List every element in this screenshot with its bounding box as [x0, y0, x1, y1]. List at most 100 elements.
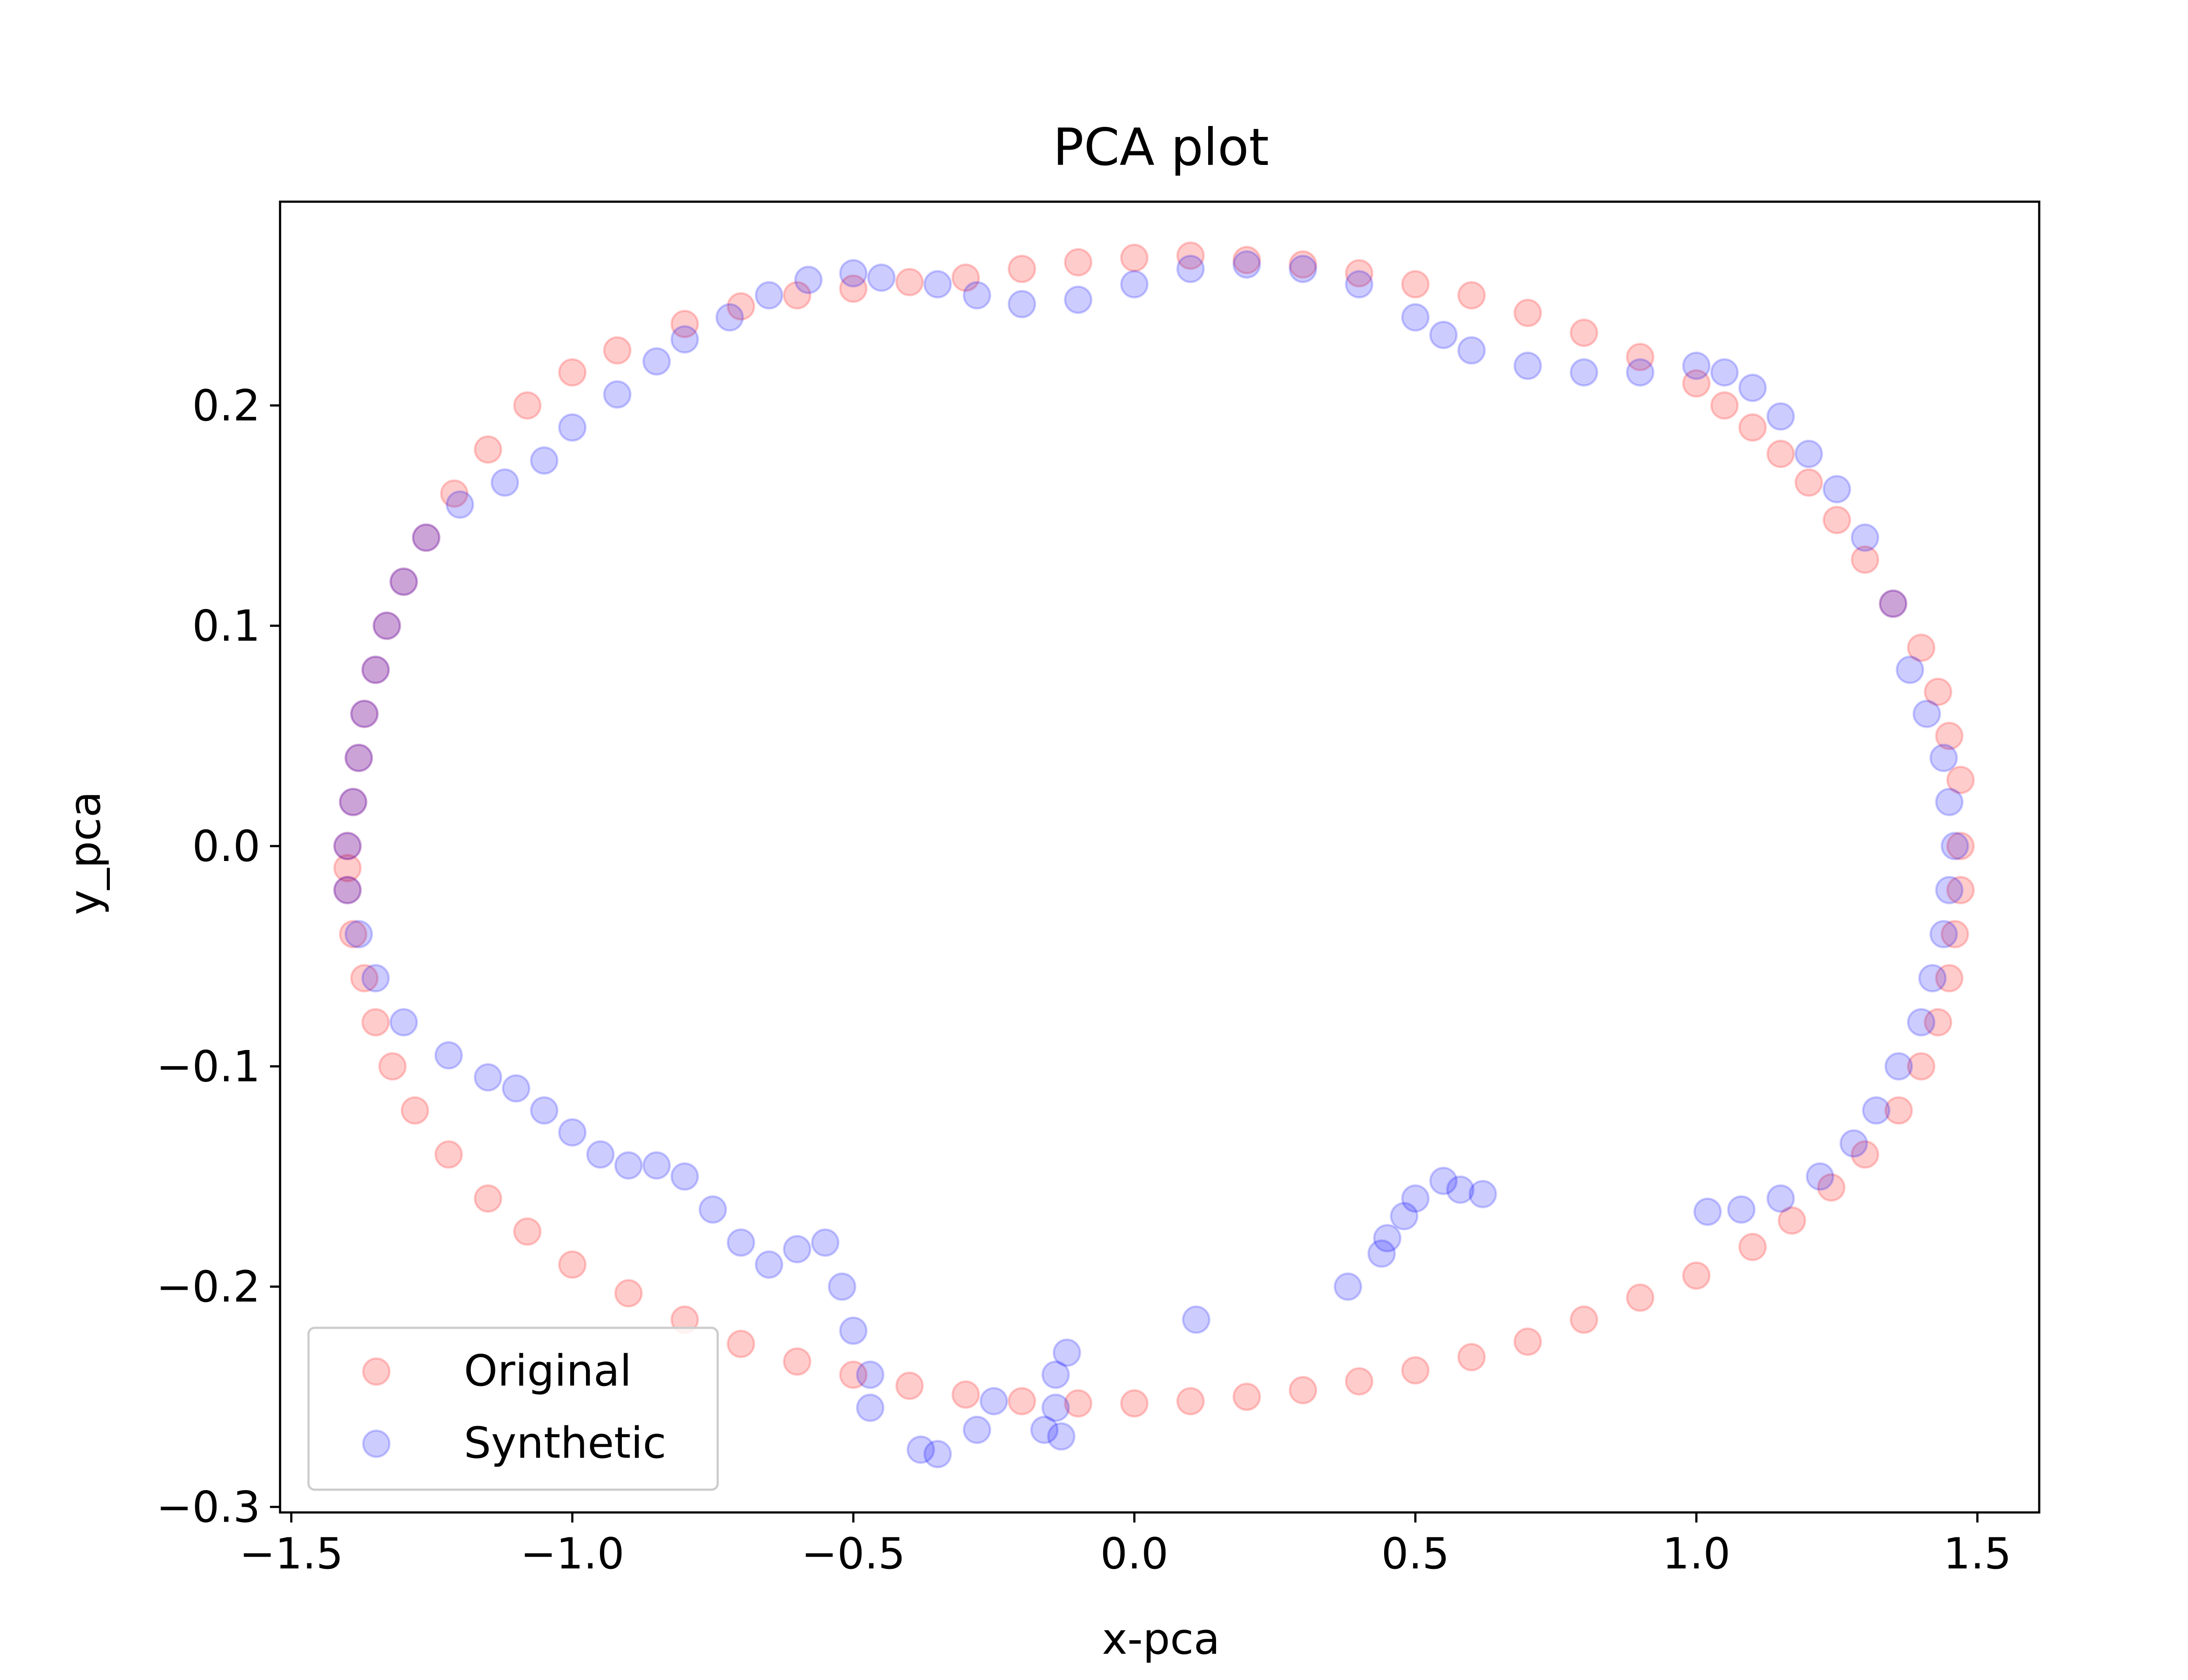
- legend-marker-synthetic: [362, 1429, 391, 1458]
- x-tick-label: 0.0: [1100, 1529, 1168, 1579]
- point-synthetic-15: [715, 303, 744, 332]
- point-synthetic-33: [1570, 358, 1599, 387]
- point-synthetic-43: [1896, 655, 1925, 684]
- x-tick-label: −1.0: [520, 1529, 624, 1579]
- point-synthetic-91: [530, 1096, 559, 1125]
- point-synthetic-98: [333, 876, 362, 904]
- point-original-69: [895, 1372, 924, 1400]
- point-original-43: [1946, 766, 1975, 794]
- point-synthetic-78: [856, 1360, 885, 1389]
- y-tick-label: 0.2: [192, 381, 260, 431]
- point-original-21: [1064, 248, 1093, 276]
- point-original-80: [378, 1052, 407, 1081]
- point-synthetic-60: [1446, 1175, 1475, 1204]
- point-original-17: [839, 274, 868, 303]
- y-tick-label: −0.2: [156, 1262, 260, 1312]
- legend-box: [307, 1326, 719, 1491]
- point-original-66: [1064, 1389, 1093, 1418]
- point-original-24: [1232, 245, 1261, 274]
- point-original-81: [361, 1008, 390, 1037]
- point-synthetic-96: [361, 964, 390, 993]
- point-synthetic-97: [344, 920, 373, 948]
- point-original-45: [1946, 876, 1975, 904]
- point-original-48: [1924, 1008, 1953, 1037]
- point-original-28: [1457, 281, 1486, 310]
- point-original-51: [1851, 1140, 1879, 1169]
- point-synthetic-25: [1176, 255, 1205, 284]
- point-original-62: [1289, 1376, 1317, 1404]
- point-synthetic-2: [344, 743, 373, 772]
- point-synthetic-72: [1030, 1415, 1059, 1444]
- point-original-40: [1907, 634, 1936, 662]
- point-synthetic-3: [350, 700, 379, 728]
- chart-title: PCA plot: [1053, 117, 1269, 177]
- point-original-15: [726, 292, 755, 321]
- legend: Original Synthetic: [307, 1326, 719, 1491]
- point-synthetic-57: [1727, 1195, 1756, 1224]
- point-original-50: [1884, 1096, 1913, 1125]
- y-tick-label: 0.0: [192, 822, 260, 872]
- point-original-25: [1289, 250, 1317, 279]
- point-original-44: [1946, 832, 1975, 861]
- point-synthetic-5: [372, 611, 401, 640]
- y-tick-label: −0.1: [156, 1042, 260, 1092]
- point-synthetic-93: [473, 1063, 502, 1092]
- point-synthetic-47: [1940, 832, 1969, 861]
- point-synthetic-82: [783, 1235, 812, 1264]
- point-synthetic-35: [1682, 351, 1711, 380]
- point-original-65: [1120, 1389, 1149, 1418]
- point-synthetic-59: [1469, 1180, 1497, 1208]
- point-original-84: [333, 876, 362, 904]
- x-tick-label: 1.5: [1943, 1529, 2012, 1579]
- point-original-5: [361, 655, 390, 684]
- point-original-31: [1626, 343, 1655, 371]
- point-original-52: [1817, 1173, 1846, 1202]
- point-original-46: [1940, 920, 1969, 948]
- point-synthetic-40: [1823, 475, 1851, 504]
- point-original-56: [1626, 1283, 1655, 1312]
- point-original-29: [1513, 298, 1542, 327]
- point-original-20: [1007, 255, 1036, 284]
- point-original-49: [1907, 1052, 1936, 1081]
- point-synthetic-69: [1041, 1360, 1070, 1389]
- point-synthetic-13: [642, 347, 671, 376]
- point-synthetic-75: [923, 1440, 952, 1469]
- point-synthetic-34: [1626, 358, 1655, 387]
- point-original-35: [1766, 440, 1795, 468]
- point-synthetic-63: [1390, 1202, 1419, 1231]
- point-synthetic-46: [1935, 788, 1964, 816]
- point-synthetic-31: [1457, 336, 1486, 365]
- point-original-36: [1794, 468, 1823, 497]
- point-synthetic-62: [1401, 1184, 1430, 1213]
- point-synthetic-26: [1232, 250, 1261, 279]
- point-original-9: [440, 479, 469, 508]
- point-synthetic-55: [1806, 1162, 1834, 1191]
- point-synthetic-51: [1907, 1008, 1936, 1037]
- point-original-34: [1738, 413, 1767, 442]
- point-original-33: [1710, 391, 1739, 420]
- point-original-54: [1738, 1232, 1767, 1261]
- point-synthetic-50: [1918, 964, 1947, 993]
- x-axis-label: x-pca: [1102, 1614, 1220, 1664]
- point-synthetic-23: [1064, 285, 1093, 314]
- point-synthetic-71: [1047, 1422, 1076, 1451]
- x-tick-label: 1.0: [1662, 1529, 1731, 1579]
- point-synthetic-87: [642, 1151, 671, 1180]
- point-synthetic-27: [1289, 255, 1317, 284]
- point-synthetic-29: [1401, 303, 1430, 332]
- point-original-7: [389, 567, 418, 596]
- point-synthetic-32: [1513, 351, 1542, 380]
- point-original-18: [895, 268, 924, 297]
- point-synthetic-66: [1333, 1272, 1362, 1301]
- point-original-74: [614, 1279, 643, 1308]
- point-synthetic-4: [361, 655, 390, 684]
- point-synthetic-52: [1884, 1052, 1913, 1081]
- point-synthetic-65: [1367, 1239, 1396, 1268]
- point-original-76: [513, 1217, 542, 1246]
- point-original-37: [1823, 506, 1851, 535]
- point-original-3: [344, 743, 373, 772]
- point-synthetic-79: [839, 1316, 868, 1345]
- point-synthetic-19: [867, 263, 896, 292]
- point-original-30: [1570, 318, 1599, 347]
- point-original-58: [1513, 1327, 1542, 1356]
